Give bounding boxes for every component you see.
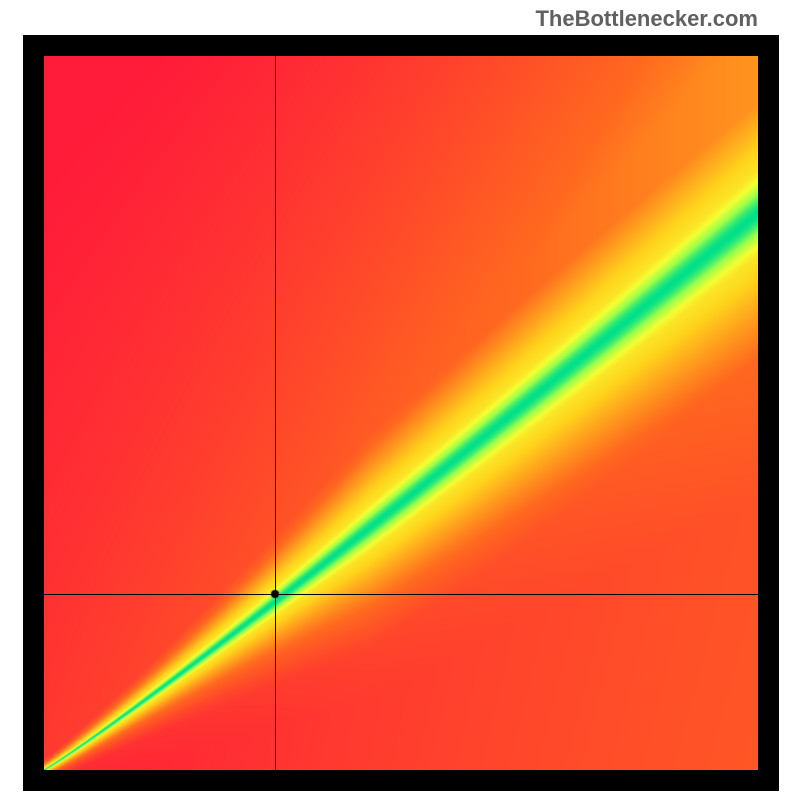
crosshair-horizontal: [44, 594, 758, 595]
heatmap-canvas: [44, 56, 758, 770]
chart-container: TheBottlenecker.com: [0, 0, 800, 800]
crosshair-vertical: [275, 56, 276, 770]
attribution-label: TheBottlenecker.com: [535, 6, 758, 32]
crosshair-marker: [270, 589, 280, 599]
